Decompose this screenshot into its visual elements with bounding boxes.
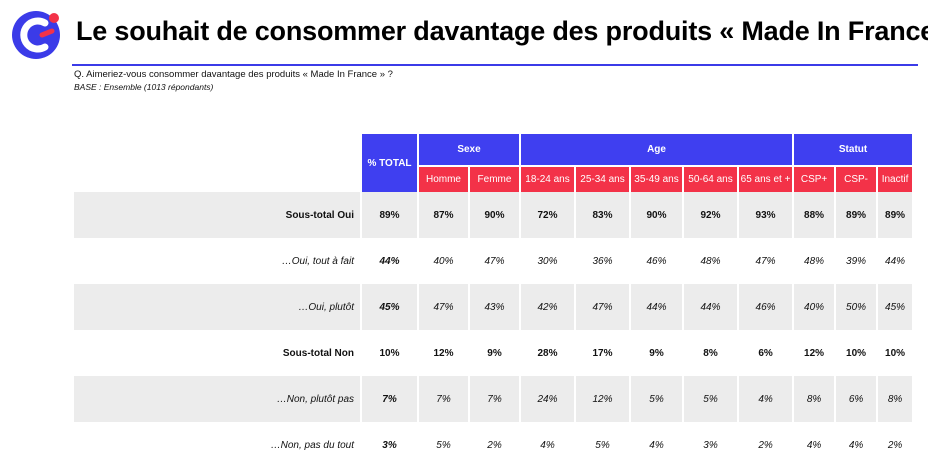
header-col-csp-plus: CSP+	[792, 166, 836, 192]
cell: 6%	[737, 330, 794, 376]
row-label: …Non, pas du tout	[270, 439, 354, 451]
header-col-25-34: 25-34 ans	[574, 166, 631, 192]
cell: 30%	[519, 238, 576, 284]
header-col-18-24: 18-24 ans	[519, 166, 576, 192]
header-col-35-49: 35-49 ans	[629, 166, 684, 192]
cell: 48%	[792, 238, 836, 284]
cell: 7%	[467, 376, 521, 422]
row-label: …Non, plutôt pas	[74, 376, 361, 422]
cell: 5%	[682, 376, 739, 422]
header-col-homme: Homme	[417, 166, 469, 192]
cell: 93%	[737, 192, 794, 238]
row-label: …Oui, plutôt	[74, 284, 361, 330]
cell: 83%	[574, 192, 631, 238]
cell: 2%	[467, 422, 521, 468]
cell: 12%	[417, 330, 469, 376]
header-group-statut: Statut	[792, 134, 913, 167]
cell: 87%	[417, 192, 469, 238]
cell: 5%	[417, 422, 469, 468]
cell: 42%	[519, 284, 576, 330]
cell: 5%	[574, 422, 631, 468]
cell: 50%	[834, 284, 878, 330]
header-group-age: Age	[519, 134, 794, 167]
cell: 2%	[737, 422, 794, 468]
cell: 6%	[834, 376, 878, 422]
cell: 4%	[834, 422, 878, 468]
cell: 5%	[629, 376, 684, 422]
cell: 48%	[682, 238, 739, 284]
cell: 40%	[792, 284, 836, 330]
header-col-csp-minus: CSP-	[834, 166, 878, 192]
cell-total: 3%	[360, 422, 418, 468]
cell: 72%	[519, 192, 576, 238]
title-underline	[72, 64, 918, 66]
cell: 44%	[682, 284, 739, 330]
cell: 9%	[467, 330, 521, 376]
cell: 8%	[792, 376, 836, 422]
page-title: Le souhait de consommer davantage des pr…	[76, 16, 928, 46]
cell: 24%	[519, 376, 576, 422]
cell: 12%	[574, 376, 631, 422]
table-row: …Non, pas du tout 3% 5% 2% 4% 5% 4% 3% 2…	[74, 422, 913, 468]
cell: 10%	[834, 330, 878, 376]
cell: 7%	[417, 376, 469, 422]
cell: 39%	[834, 238, 878, 284]
cell-total: 45%	[360, 284, 418, 330]
cell-total: 7%	[360, 376, 418, 422]
header-total: % TOTAL	[360, 134, 418, 192]
cell: 4%	[737, 376, 794, 422]
header-col-65-plus: 65 ans et +	[737, 166, 794, 192]
cell-total: 10%	[360, 330, 418, 376]
cell: 88%	[792, 192, 836, 238]
cell: 47%	[467, 238, 521, 284]
cell: 8%	[682, 330, 739, 376]
cell: 4%	[519, 422, 576, 468]
cell: 89%	[876, 192, 913, 238]
question-text: Q. Aimeriez-vous consommer davantage des…	[74, 69, 393, 80]
header-group-sexe: Sexe	[416, 134, 521, 167]
table-row: Sous-total Non 10% 12% 9% 28% 17% 9% 8% …	[74, 330, 913, 376]
cell: 44%	[876, 238, 913, 284]
cell: 28%	[519, 330, 576, 376]
header-col-femme: Femme	[467, 166, 521, 192]
cell: 90%	[467, 192, 521, 238]
cell: 47%	[737, 238, 794, 284]
cell: 46%	[629, 238, 684, 284]
cell: 3%	[682, 422, 739, 468]
cell: 40%	[417, 238, 469, 284]
cell: 89%	[834, 192, 878, 238]
cell-total: 89%	[360, 192, 418, 238]
results-table: % TOTAL Sexe Age Statut Homme Femme 18-2…	[74, 134, 913, 468]
table-row: …Oui, tout à fait 44% 40% 47% 30% 36% 46…	[74, 238, 913, 284]
cell: 46%	[737, 284, 794, 330]
cell: 2%	[876, 422, 913, 468]
cell: 43%	[467, 284, 521, 330]
table-row: …Oui, plutôt 45% 47% 43% 42% 47% 44% 44%…	[74, 284, 913, 330]
cell: 45%	[876, 284, 913, 330]
header-spacer	[74, 134, 361, 192]
table-row: …Non, plutôt pas 7% 7% 7% 24% 12% 5% 5% …	[74, 376, 913, 422]
cell: 4%	[629, 422, 684, 468]
cell: 4%	[792, 422, 836, 468]
cell: 12%	[792, 330, 836, 376]
row-label: Sous-total Oui	[74, 192, 361, 238]
cell: 47%	[574, 284, 631, 330]
c-letter-logo-icon	[12, 11, 60, 59]
cell: 10%	[876, 330, 913, 376]
row-label: Sous-total Non	[282, 347, 354, 359]
cell: 17%	[574, 330, 631, 376]
cell: 36%	[574, 238, 631, 284]
cell-total: 44%	[360, 238, 418, 284]
header-col-50-64: 50-64 ans	[682, 166, 739, 192]
cell: 92%	[682, 192, 739, 238]
cell: 44%	[629, 284, 684, 330]
row-label: …Oui, tout à fait	[281, 255, 354, 267]
table-row: Sous-total Oui 89% 87% 90% 72% 83% 90% 9…	[74, 192, 913, 238]
header-col-inactif: Inactif	[876, 166, 913, 192]
cell: 9%	[629, 330, 684, 376]
cell: 47%	[417, 284, 469, 330]
cell: 90%	[629, 192, 684, 238]
base-note: BASE : Ensemble (1013 répondants)	[74, 82, 214, 92]
cell: 8%	[876, 376, 913, 422]
